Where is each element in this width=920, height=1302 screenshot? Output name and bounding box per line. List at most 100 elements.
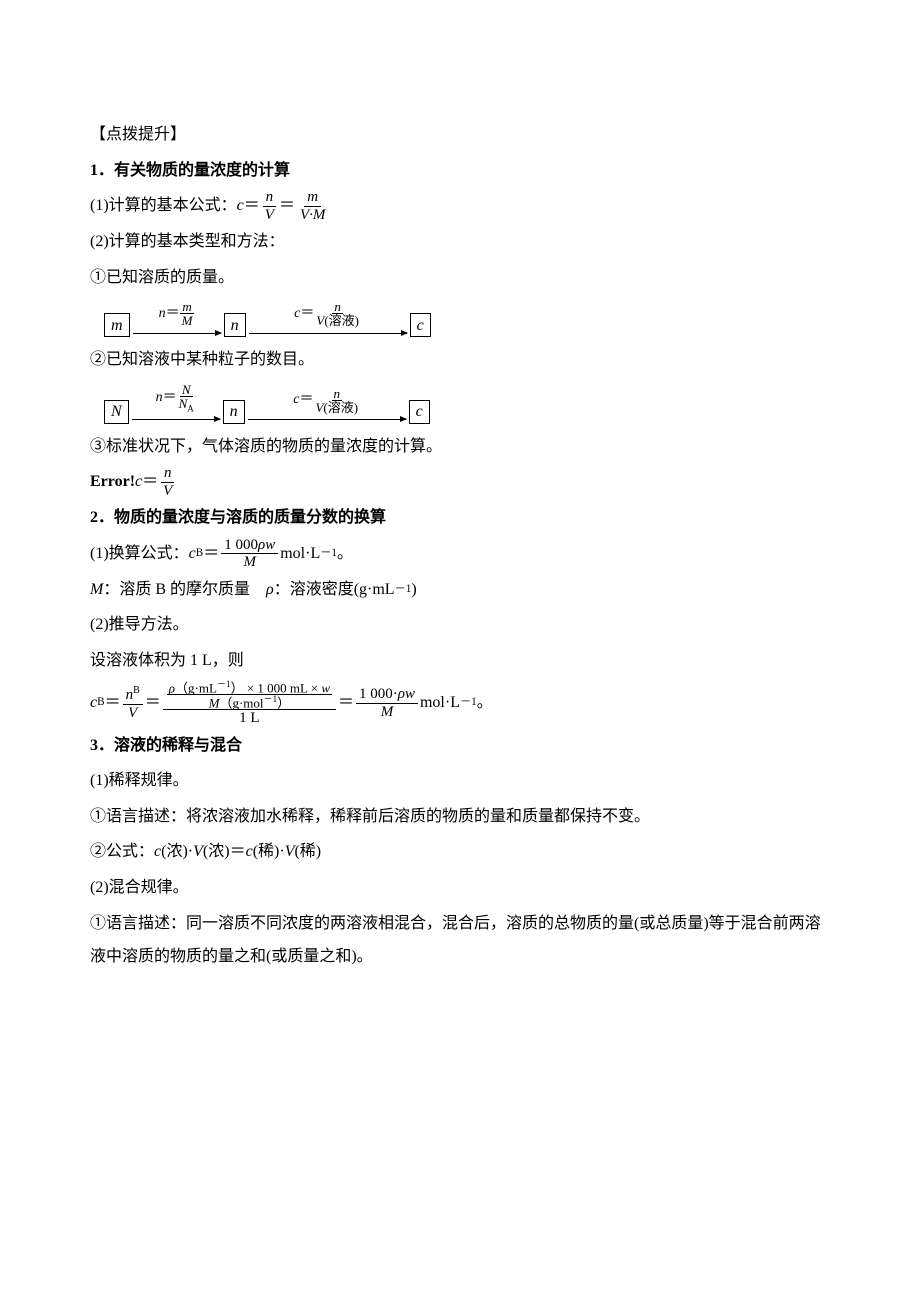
- arrow-line: [249, 333, 407, 334]
- s3-p2: ①语言描述：将浓溶液加水稀释，稀释前后溶质的物质的量和质量都保持不变。: [90, 800, 830, 834]
- box-c: c: [410, 313, 431, 337]
- unit: mol·L: [280, 537, 320, 571]
- innerfrac: ρ（g·mL－1） × 1 000 mL × w M（g·mol－1）: [167, 680, 332, 710]
- arrow-line: [248, 419, 406, 420]
- frac-nV: n V: [160, 465, 175, 499]
- unit-sup: －1: [320, 542, 337, 566]
- cB: c: [189, 537, 196, 571]
- eq: ＝: [203, 537, 219, 571]
- V1: V: [193, 835, 203, 869]
- snum: N: [180, 383, 193, 397]
- sup: －1: [264, 694, 278, 704]
- eq: ＝: [166, 307, 180, 321]
- error-prefix: Error!: [90, 465, 135, 499]
- num: nB: [123, 685, 143, 705]
- num: n: [161, 465, 175, 483]
- arrow1-label: n ＝ N NA: [156, 383, 196, 414]
- box-n: n: [224, 313, 246, 337]
- sden: V(溶液): [313, 401, 360, 414]
- close: ): [411, 573, 416, 607]
- error-line: Error! c ＝ n V: [90, 465, 830, 499]
- arrow1: n ＝ m M: [133, 300, 221, 337]
- b: ）: [277, 695, 290, 710]
- s3-p5: ①语言描述：同一溶质不同浓度的两溶液相混合，混合后，溶质的总物质的量(或总质量)…: [90, 907, 830, 974]
- end: 。: [477, 686, 493, 720]
- var-c: c: [135, 465, 142, 499]
- prefix: (1)换算公式：: [90, 537, 189, 571]
- s2-p2: M ：溶质 B 的摩尔质量 ρ ：溶液密度(g·mL－1): [90, 573, 830, 607]
- eq: ＝: [244, 189, 260, 223]
- sup: －1: [217, 679, 231, 689]
- s1-p4: ②已知溶液中某种粒子的数目。: [90, 343, 830, 377]
- a: ②公式：: [90, 835, 154, 869]
- i: (稀): [294, 835, 321, 869]
- sub-B: B: [196, 542, 203, 566]
- Nd: N: [179, 396, 188, 411]
- a: （g·mol: [219, 695, 263, 710]
- rho: ρ: [266, 573, 274, 607]
- den: V: [262, 207, 277, 224]
- s2-p4: 设溶液体积为 1 L，则: [90, 644, 830, 678]
- end: 。: [337, 537, 353, 571]
- frac3: 1 000·ρw M: [356, 686, 418, 720]
- frac-mVM: m V·M: [297, 189, 328, 223]
- header: 【点拨提升】: [90, 118, 830, 152]
- sden: M（g·mol－1）: [207, 695, 293, 709]
- s1-p1-prefix: (1)计算的基本公式：: [90, 189, 237, 223]
- s3-p3: ②公式： c (浓)· V (浓)＝ c (稀)· V (稀): [90, 835, 830, 869]
- smallfrac: N NA: [177, 383, 196, 414]
- cn: (溶液): [323, 400, 358, 415]
- box-n: n: [223, 400, 245, 424]
- smallfrac: m M: [180, 300, 195, 327]
- s2-derive: cB ＝ nB V ＝ ρ（g·mL－1） × 1 000 mL × w M（g…: [90, 680, 830, 727]
- snum: ρ（g·mL－1） × 1 000 mL × w: [167, 680, 332, 695]
- snum: m: [180, 300, 193, 314]
- sub-B: B: [97, 691, 104, 715]
- arrow2: c ＝ n V(溶液): [249, 300, 407, 337]
- diagram1: m n ＝ m M n c ＝ n V(溶液) c: [104, 300, 830, 337]
- box-c: c: [409, 400, 430, 424]
- box-m: m: [104, 313, 130, 337]
- eq: ＝: [145, 686, 161, 720]
- sden: NA: [177, 397, 196, 414]
- section3-title: 3．溶液的稀释与混合: [90, 729, 830, 763]
- num: 1 000·ρw: [356, 686, 418, 704]
- eq: ＝: [105, 686, 121, 720]
- smallfrac: n V(溶液): [314, 300, 361, 327]
- g: (稀)·: [253, 835, 285, 869]
- num: n: [263, 189, 277, 207]
- lhs: n: [159, 307, 166, 321]
- arrow2-label: c ＝ n V(溶液): [293, 387, 360, 414]
- a: （g·mL: [175, 680, 217, 695]
- M: M: [90, 573, 103, 607]
- cB: c: [90, 686, 97, 720]
- b: ） × 1 000 mL ×: [231, 680, 322, 695]
- arrow-line: [132, 419, 220, 420]
- unit: mol·L: [420, 686, 460, 720]
- den: V: [125, 705, 140, 722]
- c2: c: [246, 835, 253, 869]
- sup: －1: [395, 578, 412, 602]
- box-N: N: [104, 400, 129, 424]
- c1: c: [154, 835, 161, 869]
- s1-p2: (2)计算的基本类型和方法：: [90, 225, 830, 259]
- eq: ＝: [279, 189, 295, 223]
- frac-nV: n V: [262, 189, 277, 223]
- var-c: c: [237, 189, 244, 223]
- den: M: [378, 704, 397, 721]
- section2-title: 2．物质的量浓度与溶质的质量分数的换算: [90, 501, 830, 535]
- den: M: [241, 554, 260, 571]
- unit-sup: －1: [460, 691, 477, 715]
- num: 1 000ρw: [221, 537, 278, 555]
- arrow-line: [133, 333, 221, 334]
- frac1: nB V: [123, 685, 143, 721]
- arrow1-label: n ＝ m M: [159, 300, 195, 327]
- e: (浓)＝: [203, 835, 246, 869]
- n: n: [126, 687, 134, 703]
- snum: n: [332, 300, 343, 314]
- c: (浓)·: [161, 835, 193, 869]
- V2: V: [285, 835, 295, 869]
- eq: ＝: [299, 393, 313, 407]
- diagram2: N n ＝ N NA n c ＝ n V(溶液) c: [104, 383, 830, 424]
- s3-p1: (1)稀释规律。: [90, 764, 830, 798]
